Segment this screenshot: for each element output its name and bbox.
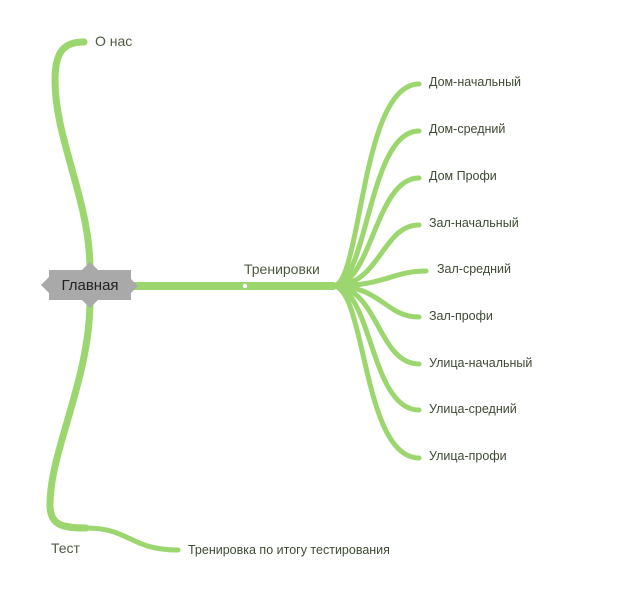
- branch-training-9: [330, 283, 422, 461]
- node-training-7[interactable]: Улица-начальный: [429, 356, 533, 370]
- root-notch-left: [41, 277, 49, 293]
- branch-training-3: [330, 175, 422, 289]
- branch-test: [46, 296, 94, 532]
- node-training-9[interactable]: Улица-профи: [429, 449, 507, 463]
- node-training-2[interactable]: Дом-средний: [429, 122, 506, 136]
- node-training-3[interactable]: Дом Профи: [429, 169, 497, 183]
- root-notch-top: [82, 262, 98, 270]
- branch-training-8: [330, 283, 422, 413]
- branch-about: [51, 38, 94, 274]
- node-test-child[interactable]: Тренировка по итогу тестирования: [188, 543, 390, 557]
- root-label: Главная: [61, 276, 119, 294]
- node-training-4[interactable]: Зал-начальный: [429, 216, 519, 230]
- node-training-6[interactable]: Зал-профи: [429, 309, 493, 323]
- root-node[interactable]: Главная: [49, 270, 131, 300]
- root-notch-right: [131, 279, 138, 293]
- node-training-1[interactable]: Дом-начальный: [429, 75, 522, 89]
- root-notch-bottom: [82, 300, 98, 308]
- branch-test-child: [83, 525, 181, 553]
- node-training-5[interactable]: Зал-средний: [437, 262, 511, 276]
- node-test[interactable]: Тест: [51, 540, 80, 556]
- branch-training-1: [330, 81, 422, 289]
- node-about[interactable]: О нас: [95, 33, 133, 49]
- node-trainings[interactable]: Тренировки: [244, 261, 320, 277]
- branch-dot: [242, 283, 248, 289]
- node-training-8[interactable]: Улица-средний: [429, 402, 517, 416]
